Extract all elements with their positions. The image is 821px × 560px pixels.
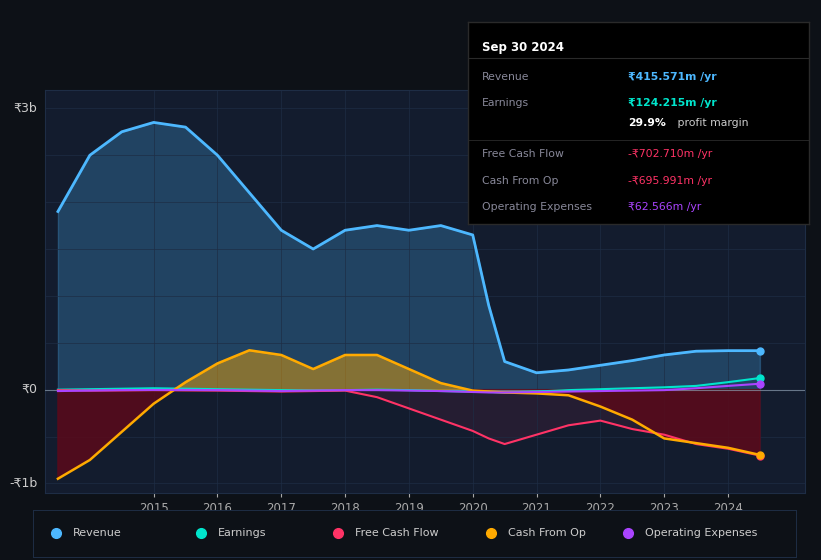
Text: Cash From Op: Cash From Op [482, 176, 558, 186]
Text: Cash From Op: Cash From Op [507, 529, 585, 538]
Text: ₹415.571m /yr: ₹415.571m /yr [628, 72, 717, 82]
Text: Earnings: Earnings [218, 529, 266, 538]
Text: ₹124.215m /yr: ₹124.215m /yr [628, 98, 717, 108]
Text: Operating Expenses: Operating Expenses [482, 202, 592, 212]
Text: Free Cash Flow: Free Cash Flow [355, 529, 438, 538]
Text: -₹1b: -₹1b [9, 477, 38, 490]
Text: Operating Expenses: Operating Expenses [645, 529, 758, 538]
Text: Revenue: Revenue [482, 72, 529, 82]
Text: Free Cash Flow: Free Cash Flow [482, 150, 563, 160]
Text: Earnings: Earnings [482, 98, 529, 108]
Text: ₹62.566m /yr: ₹62.566m /yr [628, 202, 701, 212]
Text: ₹0: ₹0 [21, 383, 38, 396]
Text: -₹702.710m /yr: -₹702.710m /yr [628, 150, 713, 160]
Text: profit margin: profit margin [674, 118, 749, 128]
Text: Sep 30 2024: Sep 30 2024 [482, 40, 563, 54]
Text: -₹695.991m /yr: -₹695.991m /yr [628, 176, 712, 186]
Text: ₹3b: ₹3b [14, 102, 38, 115]
Text: Revenue: Revenue [72, 529, 122, 538]
Text: 29.9%: 29.9% [628, 118, 666, 128]
